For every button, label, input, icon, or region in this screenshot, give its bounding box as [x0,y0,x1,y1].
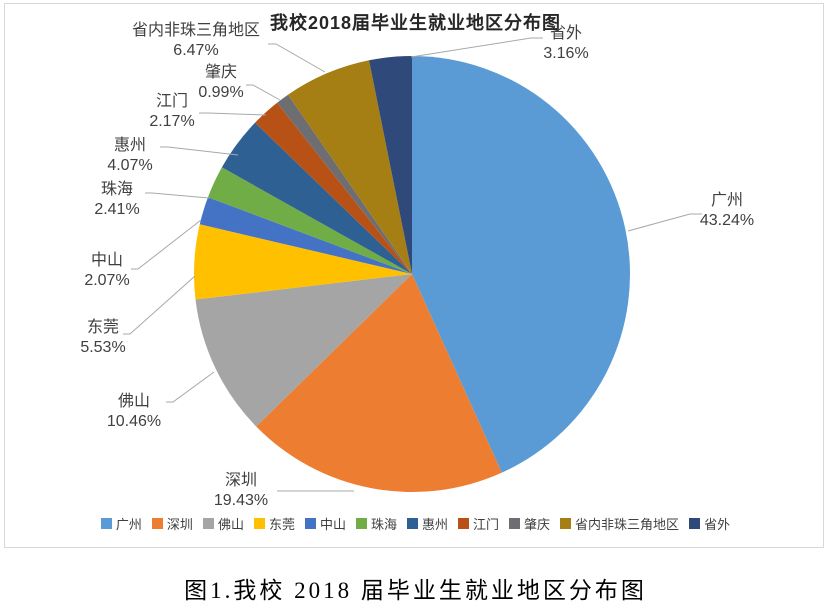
legend-item: 珠海 [355,514,397,533]
leader-line-3 [166,371,215,403]
slice-label-name: 肇庆 [204,64,237,81]
legend-item: 江门 [458,514,499,533]
legend-item: 广州 [100,514,142,533]
slice-label-name: 深圳 [224,472,258,489]
pie-chart [123,37,702,492]
legend-swatch [202,517,214,529]
legend-item: 东莞 [253,514,295,533]
legend-item: 惠州 [407,514,448,533]
slice-label: 肇庆 0.99% [198,63,243,103]
slice-label: 惠州 4.07% [107,136,152,176]
legend-label: 珠海 [370,516,397,532]
legend-swatch [355,517,367,529]
slice-label-percent: 5.53% [80,339,126,356]
legend-swatch [253,517,265,529]
legend-label: 深圳 [166,516,193,532]
legend-swatch [560,517,572,529]
slice-label-percent: 43.24% [699,212,755,229]
slice-label-percent: 2.41% [94,201,140,218]
legend-label: 东莞 [268,516,295,532]
legend-label: 省内非珠三角地区 [575,516,680,532]
slice-label: 江门 2.17% [149,92,194,132]
legend-swatch [509,517,521,529]
slice-label: 省外 3.16% [543,24,588,64]
legend: 广州 深圳 佛山 东莞 中山 珠海 惠州 江门 肇庆 省内非珠三角地区 省外 [0,513,831,533]
slice-label-name: 省内非珠三角地区 [131,22,261,39]
legend-item: 省外 [689,514,730,533]
slice-label: 广州 43.24% [700,191,754,231]
pie-slice-11 [369,56,412,274]
legend-label: 惠州 [422,516,449,532]
legend-label: 中山 [319,516,346,532]
slice-label: 珠海 2.41% [94,180,139,220]
slice-label-percent: 2.07% [84,272,130,289]
legend-item: 佛山 [202,514,244,533]
pie-slice-6 [207,167,412,274]
slice-label-name: 江门 [155,93,188,110]
slice-label-name: 省外 [549,25,582,42]
pie-slice-8 [255,102,412,274]
legend-swatch [151,517,163,529]
slice-label-percent: 3.16% [543,45,589,62]
pie-slice-7 [221,122,412,275]
legend-item: 省内非珠三角地区 [560,514,679,533]
slice-label-name: 东莞 [86,319,119,336]
legend-swatch [304,517,316,529]
legend-label: 江门 [473,516,500,532]
slice-label-percent: 0.99% [198,84,244,101]
leader-line-4 [123,275,196,335]
pie-slice-5 [199,197,412,274]
slice-label-name: 广州 [710,192,744,209]
leader-line-9 [246,84,281,101]
legend-item: 深圳 [151,514,193,533]
pie-slice-3 [195,274,412,427]
legend-label: 省外 [704,516,731,532]
leader-line-6 [145,192,210,199]
legend-label: 肇庆 [524,516,551,532]
slice-label: 深圳 19.43% [214,471,268,511]
pie-slice-4 [193,224,412,300]
slice-label-percent: 10.46% [106,413,162,430]
legend-swatch [689,517,701,529]
legend-item: 中山 [304,514,346,533]
slice-label: 佛山 10.46% [107,392,161,432]
figure-caption: 图1.我校 2018 届毕业生就业地区分布图 [184,578,647,603]
pie-slice-10 [288,60,412,274]
pie-slice-2 [256,274,502,492]
slice-label-percent: 4.07% [107,157,153,174]
slice-label-name: 惠州 [113,137,146,154]
leader-line-11 [410,37,543,58]
leader-line-5 [131,219,202,270]
legend-swatch [458,517,470,529]
leader-line-8 [199,112,267,116]
leader-line-10 [268,43,326,73]
legend-swatch [407,517,418,529]
slice-label-name: 中山 [90,252,123,269]
chart-title: 我校2018届毕业生就业地区分布图 [269,13,562,33]
leader-line-7 [160,146,239,156]
slice-label-percent: 2.17% [149,113,195,130]
slice-label-percent: 6.47% [173,42,219,59]
pie-slice-9 [277,94,412,274]
slice-label: 东莞 5.53% [80,318,125,358]
legend-label: 广州 [115,516,142,532]
legend-label: 佛山 [217,516,244,532]
legend-swatch [100,517,112,529]
slice-label-percent: 19.43% [213,492,269,509]
leader-line-1 [627,213,702,232]
slice-label: 中山 2.07% [84,251,129,291]
slice-label-name: 珠海 [100,181,133,198]
slice-label-name: 佛山 [117,393,151,410]
slice-label: 省内非珠三角地区 6.47% [132,21,260,61]
legend-item: 肇庆 [509,514,550,533]
pie-slice-1 [412,56,630,473]
